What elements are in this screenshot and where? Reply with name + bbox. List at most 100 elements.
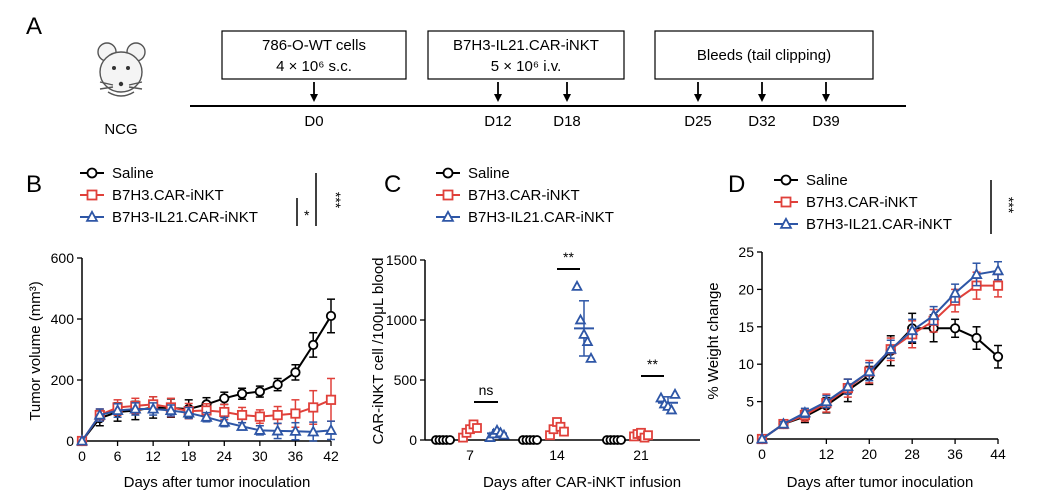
- ylabel-c: CAR-iNKT cell /100μL blood: [370, 257, 387, 444]
- panel-letter-d: D: [728, 171, 745, 198]
- legend-d: Saline B7H3.CAR-iNKT B7H3-IL21.CAR-iNKT: [774, 172, 952, 233]
- xlabel-c: Days after CAR-iNKT infusion: [483, 474, 681, 491]
- point-b-1-14: [325, 394, 337, 405]
- bleeds-box: [654, 30, 874, 80]
- infusion-box: [427, 30, 625, 80]
- legend-b-label-1: B7H3.CAR-iNKT: [112, 187, 224, 204]
- point-b-2-11: [271, 424, 284, 436]
- mouse-icon: [97, 42, 146, 97]
- y-tick-label-c-2: 1000: [386, 312, 417, 328]
- point-b-2-0: [75, 434, 89, 446]
- panel-letter-b: B: [26, 171, 42, 198]
- point-c-2-2-0: [655, 391, 667, 403]
- y-tick-label-b-3: 600: [51, 250, 75, 266]
- x-tick-label-b-5: 30: [252, 448, 268, 464]
- point-b-0-10: [254, 386, 265, 397]
- x-tick-label-b-6: 36: [288, 448, 304, 464]
- panel-c: C SalineB7H3.CAR-iNKTB7H3-IL21.CAR-iNKT …: [370, 165, 700, 491]
- inoculation-box-line2: 4 × 10⁶ s.c.: [276, 58, 352, 75]
- point-b-2-10: [253, 423, 266, 435]
- inoculation-box: [221, 30, 407, 80]
- x-tick-label-b-1: 6: [114, 448, 122, 464]
- y-tick-label-c-1: 500: [394, 372, 418, 388]
- legend-d-label-0: Saline: [806, 172, 848, 189]
- legend-c-label-0: Saline: [468, 165, 510, 182]
- ylabel-d: % Weight change: [705, 282, 722, 399]
- timeline-arrowhead-5: [822, 94, 830, 102]
- point-b-2-12: [289, 424, 302, 436]
- legend-c-marker-0: [442, 167, 454, 179]
- point-b-0-13: [308, 339, 319, 351]
- panel-letter-a: A: [26, 13, 42, 40]
- point-b-1-8: [219, 406, 230, 418]
- y-tick-label-d-2: 10: [738, 356, 754, 372]
- point-b-2-14: [324, 423, 338, 435]
- timeline-day-4: D32: [748, 113, 776, 130]
- legend-d-marker-2: [779, 216, 793, 229]
- infusion-box-line1: B7H3-IL21.CAR-iNKT: [453, 37, 599, 54]
- point-d-2-9: [948, 286, 962, 298]
- point-b-1-11: [272, 409, 283, 421]
- point-b-2-4: [147, 402, 160, 414]
- plot-d: 0 12 20 28 36 44 0 5 10 15 20 25: [738, 244, 1006, 462]
- legend-d-label-1: B7H3.CAR-iNKT: [806, 194, 918, 211]
- point-c-2-1-2: [578, 327, 590, 339]
- x-tick-label-b-3: 18: [181, 448, 197, 464]
- legend-c: Saline B7H3.CAR-iNKT B7H3-IL21.CAR-iNKT: [436, 165, 614, 226]
- point-c-0-2-4: [616, 435, 626, 445]
- timeline-day-5: D39: [812, 113, 840, 130]
- sig-label-b-1: ***: [328, 192, 344, 209]
- x-tick-label-b-2: 12: [145, 448, 161, 464]
- timeline-arrowhead-2: [563, 94, 571, 102]
- y-tick-label-d-1: 5: [746, 394, 754, 410]
- timeline-day-1: D12: [484, 113, 512, 130]
- timeline-ticks: D0 D12 D18 D25 D32 D39: [304, 82, 840, 130]
- point-b-2-5: [164, 403, 178, 416]
- point-c-0-1-4: [532, 435, 542, 445]
- legend-d-marker-1: [780, 196, 792, 208]
- series-line-d-0: [761, 327, 999, 440]
- inoculation-box-line1: 786-O-WT cells: [262, 37, 366, 54]
- point-d-2-10: [970, 267, 983, 279]
- point-d-2-3: [820, 394, 833, 407]
- sig-label-b-0: *: [304, 207, 310, 223]
- point-d-2-4: [841, 379, 854, 392]
- ylabel-b: Tumor volume (mm³): [27, 281, 44, 420]
- sig-label-d-0: ***: [1001, 197, 1017, 214]
- point-d-2-6: [884, 342, 897, 354]
- timeline-day-2: D18: [553, 113, 581, 130]
- point-d-0-10: [971, 332, 982, 344]
- point-c-2-1-4: [585, 351, 597, 363]
- legend-b-label-2: B7H3-IL21.CAR-iNKT: [112, 209, 258, 226]
- legend-b-label-0: Saline: [112, 165, 154, 182]
- significance-b: ****: [296, 173, 344, 226]
- point-c-2-1-3: [581, 335, 594, 346]
- point-d-2-1: [777, 417, 790, 429]
- sig-label-c-2: **: [647, 356, 658, 372]
- timeline-arrowhead-4: [758, 94, 766, 102]
- point-b-0-8: [219, 393, 230, 404]
- legend-c-label-2: B7H3-IL21.CAR-iNKT: [468, 209, 614, 226]
- infusion-box-line2: 5 × 10⁶ i.v.: [491, 58, 562, 75]
- x-tick-label-d-0: 0: [758, 446, 766, 462]
- y-tick-label-b-2: 400: [51, 311, 75, 327]
- bleeds-box-line1: Bleeds (tail clipping): [697, 47, 831, 64]
- legend-c-marker-2: [441, 209, 455, 222]
- point-b-1-9: [236, 409, 248, 421]
- point-b-2-2: [111, 403, 124, 416]
- x-tick-label-d-2: 20: [861, 446, 877, 462]
- point-c-2-1-1: [574, 313, 587, 325]
- point-c-1-0-4: [472, 423, 482, 433]
- xlabel-b: Days after tumor inoculation: [124, 474, 311, 491]
- legend-b: Saline B7H3.CAR-iNKT B7H3-IL21.CAR-iNKT: [80, 165, 258, 226]
- point-b-0-14: [325, 310, 337, 322]
- legend-b-marker-2: [85, 209, 99, 222]
- point-d-0-11: [992, 351, 1004, 362]
- legend-c-marker-1: [442, 189, 454, 201]
- point-d-2-2: [798, 406, 812, 418]
- x-tick-label-c-2: 21: [633, 447, 649, 463]
- timeline-day-0: D0: [304, 113, 323, 130]
- group-c-2: [484, 279, 681, 442]
- timeline-arrowhead-0: [310, 94, 318, 102]
- panel-d: D SalineB7H3.CAR-iNKTB7H3-IL21.CAR-iNKT …: [705, 171, 1017, 491]
